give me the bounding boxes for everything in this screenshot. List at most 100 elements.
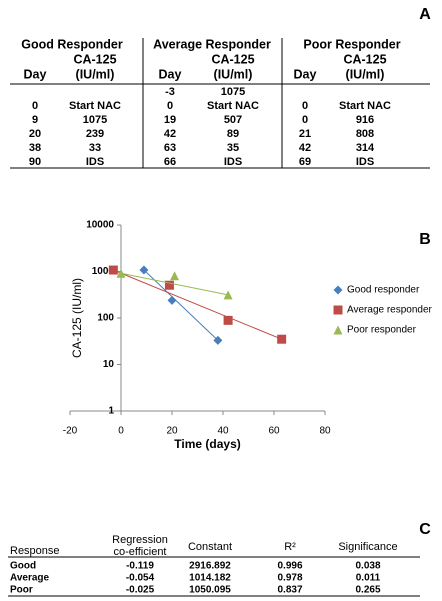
legend-label: Average responder (347, 305, 433, 316)
y-tick-label: 1 (108, 406, 114, 417)
marker (170, 271, 180, 281)
table-cell: 808 (356, 128, 374, 140)
column-header: co-efficient (114, 546, 167, 558)
x-tick-label: 20 (166, 426, 178, 437)
panel-label: A (419, 6, 431, 23)
table-cell: Average (10, 573, 50, 584)
table-cell: 1075 (221, 86, 245, 98)
day-header: Day (24, 67, 47, 81)
x-tick-label: 80 (319, 426, 331, 437)
table-cell: 35 (227, 142, 239, 154)
table-cell: 89 (227, 128, 239, 140)
y-axis-label: CA-125 (IU/ml) (70, 278, 84, 358)
table-cell: Start NAC (207, 100, 259, 112)
group-header: Good Responder (21, 37, 123, 51)
column-header: Constant (188, 541, 232, 553)
legend-marker (333, 325, 343, 335)
table-cell: 2916.892 (189, 561, 231, 572)
table-cell: Start NAC (339, 100, 391, 112)
unit-header: CA-125 (211, 52, 254, 66)
table-cell: 314 (356, 142, 375, 154)
table-cell: 69 (299, 156, 311, 168)
table-cell: 1014.182 (189, 573, 231, 584)
table-cell: 21 (299, 128, 311, 140)
group-header: Poor Responder (303, 37, 400, 51)
table-cell: 1050.095 (189, 585, 231, 596)
x-tick-label: -20 (63, 426, 78, 437)
legend-marker (333, 305, 343, 315)
table-cell: 0.978 (277, 573, 302, 584)
trend-line (113, 269, 282, 340)
table-cell: 0.265 (355, 585, 380, 596)
y-tick-label: 1000 (92, 266, 115, 277)
legend-marker (333, 285, 343, 295)
trend-line (120, 272, 229, 296)
marker (139, 265, 149, 275)
column-header: Response (10, 545, 60, 557)
table-cell: 1075 (83, 114, 107, 126)
table-cell: 42 (299, 142, 311, 154)
table-cell: -0.054 (126, 573, 155, 584)
column-header: Significance (338, 541, 397, 553)
legend-label: Good responder (347, 285, 420, 296)
y-tick-label: 10 (103, 359, 115, 370)
group-header: Average Responder (153, 37, 271, 51)
x-axis-label: Time (days) (174, 437, 240, 451)
table-cell: 0 (32, 100, 38, 112)
unit-header: CA-125 (73, 52, 116, 66)
table-cell: Start NAC (69, 100, 121, 112)
table-cell: Poor (10, 585, 33, 596)
table-cell: 239 (86, 128, 104, 140)
table-cell: 0.837 (277, 585, 302, 596)
marker (213, 335, 223, 345)
table-cell: 0.038 (355, 561, 380, 572)
table-cell: -0.119 (126, 561, 154, 572)
table-cell: 38 (29, 142, 41, 154)
table-cell: 916 (356, 114, 374, 126)
panel-label: C (419, 521, 431, 538)
table-cell: 20 (29, 128, 41, 140)
unit-header: (IU/ml) (214, 67, 253, 81)
table-cell: 0.011 (356, 573, 381, 584)
table-cell: 33 (89, 142, 101, 154)
marker (167, 295, 177, 305)
x-tick-label: 40 (217, 426, 229, 437)
table-cell: IDS (86, 156, 104, 168)
table-cell: 0 (167, 100, 173, 112)
day-header: Day (294, 67, 317, 81)
unit-header: (IU/ml) (76, 67, 115, 81)
legend-label: Poor responder (347, 325, 417, 336)
table-cell: 63 (164, 142, 176, 154)
table-cell: -0.025 (126, 585, 155, 596)
marker (223, 315, 233, 325)
marker (223, 290, 233, 300)
table-cell: Good (10, 561, 36, 572)
x-tick-label: 0 (118, 426, 124, 437)
y-tick-label: 10000 (86, 220, 114, 231)
column-header: Regression (112, 534, 168, 546)
panel-label: B (419, 231, 431, 248)
table-cell: 66 (164, 156, 176, 168)
table-cell: -3 (165, 86, 175, 98)
x-tick-label: 60 (268, 426, 280, 437)
table-cell: IDS (224, 156, 242, 168)
table-cell: 0.996 (277, 561, 302, 572)
table-cell: 0 (302, 114, 308, 126)
table-cell: 19 (164, 114, 176, 126)
table-cell: IDS (356, 156, 374, 168)
y-tick-label: 100 (97, 313, 114, 324)
column-header: R² (284, 541, 296, 553)
marker (108, 265, 118, 275)
marker (277, 334, 287, 344)
table-cell: 507 (224, 114, 242, 126)
table-cell: 42 (164, 128, 176, 140)
table-cell: 0 (302, 100, 308, 112)
marker (116, 268, 126, 278)
unit-header: (IU/ml) (346, 67, 385, 81)
table-cell: 9 (32, 114, 38, 126)
day-header: Day (159, 67, 182, 81)
table-cell: 90 (29, 156, 41, 168)
trend-line (143, 269, 219, 341)
unit-header: CA-125 (343, 52, 386, 66)
